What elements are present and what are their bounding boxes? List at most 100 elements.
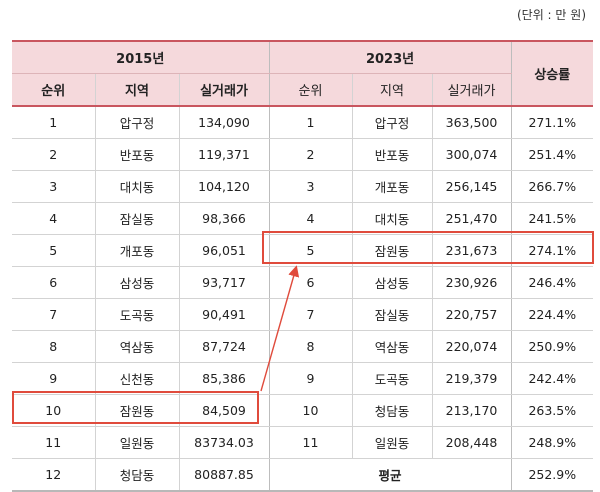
rank-2023: 10 (268, 394, 352, 427)
rank-2023: 5 (268, 234, 352, 267)
table-row: 9 신천동 85,386 9 도곡동 219,379 242.4% (12, 362, 594, 395)
price-2015: 119,371 (178, 138, 269, 171)
rank-2015: 2 (12, 138, 95, 171)
region-2015: 반포동 (94, 138, 179, 171)
table-row: 8 역삼동 87,724 8 역삼동 220,074 250.9% (12, 330, 594, 363)
rank-2015: 1 (12, 106, 95, 139)
rank-header-2023: 순위 (268, 73, 352, 107)
table-row: 10 잠원동 84,509 10 청담동 213,170 263.5% (12, 394, 594, 427)
rank-2015: 8 (12, 330, 95, 363)
table-row: 2 반포동 119,371 2 반포동 300,074 251.4% (12, 138, 594, 171)
region-2023: 반포동 (351, 138, 432, 171)
rank-2015: 5 (12, 234, 95, 267)
table-row: 5 개포동 96,051 5 잠원동 231,673 274.1% (12, 234, 594, 267)
price-2015: 98,366 (178, 202, 269, 235)
price-2023: 231,673 (431, 234, 512, 267)
rank-2023: 6 (268, 266, 352, 299)
highlight-box-2015-rank10 (12, 391, 259, 424)
region-2023: 일원동 (351, 426, 432, 459)
rank-2015: 4 (12, 202, 95, 235)
price-2015: 90,491 (178, 298, 269, 331)
rate-value: 251.4% (510, 138, 594, 171)
region-2015: 대치동 (94, 170, 179, 203)
table-row-last: 12 청담동 80887.85 평균 252.9% (12, 458, 594, 492)
rate-value: 263.5% (510, 394, 594, 427)
rate-value: 266.7% (510, 170, 594, 203)
table-row: 7 도곡동 90,491 7 잠실동 220,757 224.4% (12, 298, 594, 331)
region-2015: 청담동 (94, 458, 179, 492)
rank-2015: 3 (12, 170, 95, 203)
rate-value: 250.9% (510, 330, 594, 363)
rank-2023: 3 (268, 170, 352, 203)
region-2023: 청담동 (351, 394, 432, 427)
table-row: 1 압구정 134,090 1 압구정 363,500 271.1% (12, 106, 594, 139)
rank-header-2015: 순위 (12, 73, 95, 107)
rank-2023: 1 (268, 106, 352, 139)
price-2023: 230,926 (431, 266, 512, 299)
rate-value: 224.4% (510, 298, 594, 331)
rank-2015: 9 (12, 362, 95, 395)
region-2023: 역삼동 (351, 330, 432, 363)
price-2015: 96,051 (178, 234, 269, 267)
table-row: 4 잠실동 98,366 4 대치동 251,470 241.5% (12, 202, 594, 235)
price-2023: 219,379 (431, 362, 512, 395)
rank-2023: 4 (268, 202, 352, 235)
price-2015: 134,090 (178, 106, 269, 139)
price-2023: 208,448 (431, 426, 512, 459)
rank-2023: 8 (268, 330, 352, 363)
rate-value: 248.9% (510, 426, 594, 459)
price-2023: 251,470 (431, 202, 512, 235)
price-2023: 300,074 (431, 138, 512, 171)
group-header-2015: 2015년 (12, 40, 269, 74)
price-2023: 220,757 (431, 298, 512, 331)
table-row: 3 대치동 104,120 3 개포동 256,145 266.7% (12, 170, 594, 203)
region-2015: 도곡동 (94, 298, 179, 331)
highlight-box-2023-rank5 (262, 231, 594, 264)
region-2023: 도곡동 (351, 362, 432, 395)
rank-2015: 11 (12, 426, 95, 459)
region-2023: 압구정 (351, 106, 432, 139)
rate-value: 246.4% (510, 266, 594, 299)
table-row: 11 일원동 83734.03 11 일원동 208,448 248.9% (12, 426, 594, 459)
rank-2023: 9 (268, 362, 352, 395)
region-2015: 잠원동 (94, 394, 179, 427)
average-rate: 252.9% (510, 458, 594, 492)
price-header-2015: 실거래가 (178, 73, 269, 107)
region-2023: 삼성동 (351, 266, 432, 299)
price-2015: 84,509 (178, 394, 269, 427)
rank-2015: 6 (12, 266, 95, 299)
rank-2015: 7 (12, 298, 95, 331)
region-2023: 개포동 (351, 170, 432, 203)
rate-value: 241.5% (510, 202, 594, 235)
rate-value: 242.4% (510, 362, 594, 395)
rank-2023: 11 (268, 426, 352, 459)
price-2015: 80887.85 (178, 458, 269, 492)
price-2023: 256,145 (431, 170, 512, 203)
rank-2023: 2 (268, 138, 352, 171)
rate-header: 상승률 (510, 40, 594, 107)
region-2023: 대치동 (351, 202, 432, 235)
price-2015: 104,120 (178, 170, 269, 203)
price-2023: 363,500 (431, 106, 512, 139)
region-2015: 일원동 (94, 426, 179, 459)
unit-note: (단위 : 만 원) (516, 8, 586, 22)
price-header-2023: 실거래가 (431, 73, 512, 107)
region-2015: 잠실동 (94, 202, 179, 235)
rate-value: 271.1% (510, 106, 594, 139)
average-label: 평균 (268, 458, 512, 492)
group-header-2023: 2023년 (268, 40, 512, 74)
rank-2015: 12 (12, 458, 95, 492)
region-header-2015: 지역 (94, 73, 179, 107)
price-2023: 220,074 (431, 330, 512, 363)
region-2015: 신천동 (94, 362, 179, 395)
rate-value: 274.1% (510, 234, 594, 267)
price-2015: 93,717 (178, 266, 269, 299)
price-2015: 83734.03 (178, 426, 269, 459)
price-2023: 213,170 (431, 394, 512, 427)
table-row: 6 삼성동 93,717 6 삼성동 230,926 246.4% (12, 266, 594, 299)
region-2023: 잠실동 (351, 298, 432, 331)
region-2015: 역삼동 (94, 330, 179, 363)
region-2015: 삼성동 (94, 266, 179, 299)
